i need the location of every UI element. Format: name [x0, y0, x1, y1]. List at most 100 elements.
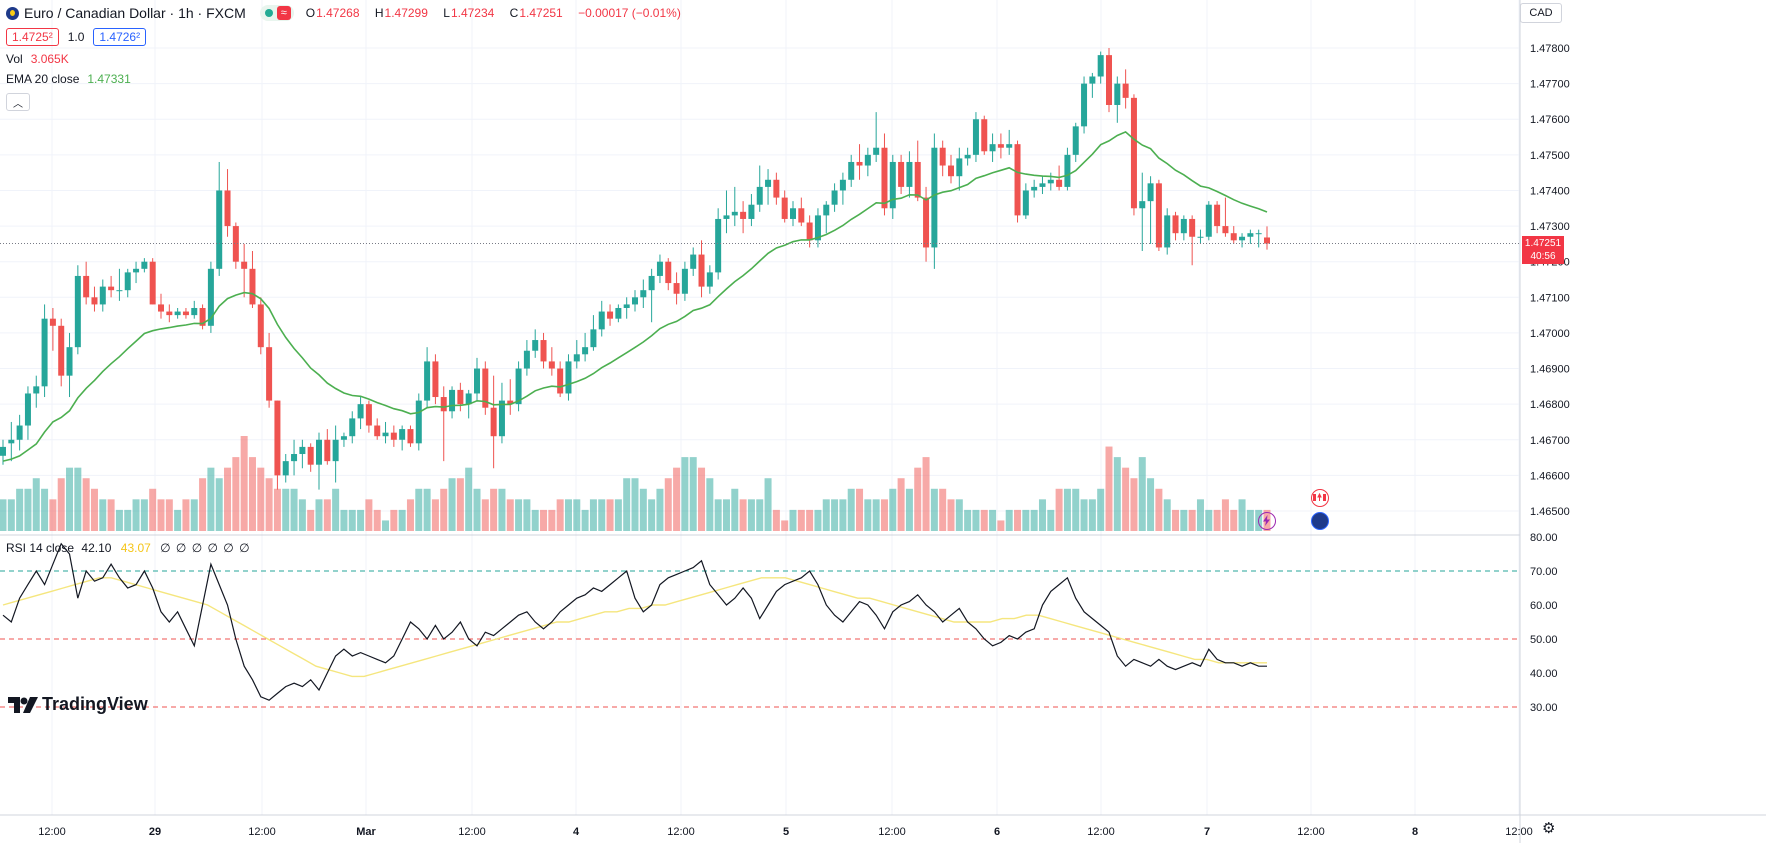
- volume-bar: [997, 520, 1005, 531]
- candle-body: [257, 304, 264, 348]
- candle-body: [557, 368, 564, 394]
- volume-bar: [1163, 499, 1171, 531]
- time-tick-label: 8: [1412, 826, 1418, 838]
- candle-body: [424, 361, 431, 401]
- candle-body: [390, 432, 397, 440]
- candle-body: [690, 254, 697, 269]
- candle-body: [432, 361, 439, 398]
- chart-legend: Euro / Canadian Dollar · 1h · FXCM ≈ O1.…: [6, 3, 687, 111]
- rsi-legend[interactable]: RSI 14 close 42.10 43.07 ∅ ∅ ∅ ∅ ∅ ∅: [6, 541, 251, 555]
- candle-body: [1164, 215, 1171, 248]
- candle-body: [823, 204, 830, 216]
- volume-bar: [332, 488, 340, 531]
- eu-flag-event-icon[interactable]: [1311, 512, 1329, 530]
- time-tick-label: 12:00: [248, 826, 276, 838]
- volume-bar: [698, 467, 706, 531]
- volume-bar: [581, 509, 589, 531]
- volume-bar: [490, 488, 498, 531]
- volume-bar: [1088, 499, 1096, 531]
- volume-bar: [897, 478, 905, 531]
- volume-bar: [789, 509, 797, 531]
- rsi-tick-label: 40.00: [1530, 668, 1558, 680]
- candle-body: [49, 318, 56, 326]
- candle-body: [773, 179, 780, 198]
- currency-button[interactable]: CAD: [1520, 3, 1562, 23]
- candle-body: [1072, 126, 1079, 155]
- candle-body: [1139, 201, 1146, 209]
- candle-body: [1214, 204, 1221, 227]
- candle-body: [1205, 204, 1212, 237]
- candle-body: [83, 275, 90, 298]
- volume-bar: [90, 488, 98, 531]
- candle-body: [58, 325, 65, 376]
- volume-bar: [722, 499, 730, 531]
- collapse-legend-button[interactable]: ︿: [6, 93, 30, 111]
- volume-legend[interactable]: Vol 3.065K: [6, 52, 69, 66]
- candle-body: [41, 318, 48, 387]
- ema-legend[interactable]: EMA 20 close 1.47331: [6, 72, 131, 86]
- volume-bar: [481, 499, 489, 531]
- candle-body: [831, 190, 838, 205]
- symbol-title[interactable]: Euro / Canadian Dollar · 1h · FXCM: [24, 5, 246, 21]
- candle-body: [282, 461, 289, 476]
- ema-value: 1.47331: [87, 72, 131, 86]
- lightning-event-icon[interactable]: [1258, 512, 1276, 530]
- volume-bar: [614, 499, 622, 531]
- canada-flag-event-icon[interactable]: [1311, 489, 1329, 507]
- candle-body: [1039, 183, 1046, 187]
- candle-body: [1130, 97, 1137, 209]
- candle-body: [665, 261, 672, 284]
- time-axis[interactable]: 12:00 29 12:00 Mar 12:00 4 12:00 5 12:00 6 12:00 7 1…: [38, 826, 1533, 838]
- candle-body: [1147, 183, 1154, 202]
- buy-button[interactable]: 1.4726²: [93, 28, 147, 46]
- candle-series[interactable]: [0, 48, 1270, 490]
- volume-bar: [1030, 509, 1038, 531]
- candle-body: [582, 347, 589, 355]
- volume-bar: [0, 499, 7, 531]
- candle-body: [407, 429, 414, 444]
- candle-body: [66, 347, 73, 376]
- volume-bar: [764, 478, 772, 531]
- candle-body: [723, 215, 730, 219]
- market-status[interactable]: ≈: [259, 5, 294, 21]
- volume-bar: [423, 488, 431, 531]
- volume-bar: [648, 499, 656, 531]
- candle-body: [91, 297, 98, 305]
- candle-body: [33, 386, 40, 394]
- spread-value: 1.0: [67, 30, 85, 44]
- candle-body: [440, 397, 447, 412]
- volume-bar: [1097, 488, 1105, 531]
- volume-bar: [32, 478, 40, 531]
- candle-body: [981, 119, 988, 152]
- price-axis[interactable]: 1.47800 1.47700 1.47600 1.47500 1.47400 1.473…: [1530, 43, 1570, 518]
- volume-bar: [390, 509, 398, 531]
- rsi-axis[interactable]: 80.00 70.00 60.00 50.00 40.00 30.00: [1530, 532, 1558, 714]
- candle-body: [24, 393, 31, 426]
- volume-bar: [506, 499, 514, 531]
- settings-gear-icon[interactable]: ⚙: [1542, 820, 1556, 837]
- candle-body: [182, 311, 189, 316]
- candle-body: [241, 261, 248, 269]
- tradingview-logo[interactable]: TradingView: [8, 694, 148, 715]
- candle-body: [149, 261, 156, 305]
- time-tick-label: 12:00: [38, 826, 66, 838]
- volume-bar: [1138, 457, 1146, 531]
- time-tick-label: 12:00: [1087, 826, 1115, 838]
- volume-bar: [465, 467, 473, 531]
- candle-body: [399, 429, 406, 440]
- volume-bar: [415, 488, 423, 531]
- volume-bar: [240, 436, 248, 531]
- volume-bar: [290, 488, 298, 531]
- candle-body: [873, 147, 880, 155]
- volume-bar: [115, 509, 123, 531]
- volume-bar: [1238, 499, 1246, 531]
- ema-line: [2, 130, 1268, 462]
- sell-button[interactable]: 1.4725²: [6, 28, 59, 46]
- candle-body: [8, 439, 15, 444]
- candle-body: [249, 268, 256, 305]
- candle-body: [141, 261, 148, 269]
- volume-bar: [589, 499, 597, 531]
- candle-body: [540, 340, 547, 362]
- tradingview-wordmark: TradingView: [42, 694, 148, 714]
